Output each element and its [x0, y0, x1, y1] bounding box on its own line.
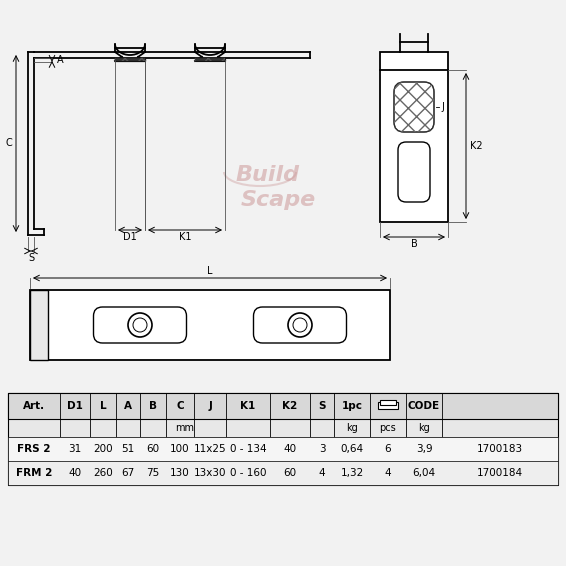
- Text: 4: 4: [385, 468, 391, 478]
- Text: 40: 40: [68, 468, 82, 478]
- Text: 130: 130: [170, 468, 190, 478]
- Bar: [115, 60, 145, 61]
- Text: K1: K1: [241, 401, 256, 411]
- Text: mm: mm: [175, 423, 195, 433]
- Circle shape: [133, 318, 147, 332]
- Bar: [195, 60, 225, 61]
- Text: L: L: [207, 266, 213, 276]
- Text: 260: 260: [93, 468, 113, 478]
- Text: 3,9: 3,9: [415, 444, 432, 454]
- Bar: [195, 59, 225, 60]
- Bar: [115, 58, 145, 59]
- Text: S: S: [28, 253, 34, 263]
- Text: S: S: [318, 401, 326, 411]
- Bar: [115, 59, 145, 60]
- Text: K2: K2: [282, 401, 298, 411]
- Text: L: L: [100, 401, 106, 411]
- Text: D1: D1: [123, 232, 137, 242]
- Text: J: J: [208, 401, 212, 411]
- FancyBboxPatch shape: [93, 307, 187, 343]
- Text: B: B: [410, 239, 417, 249]
- Text: 0 - 160: 0 - 160: [230, 468, 266, 478]
- Bar: [115, 59, 145, 60]
- Text: pcs: pcs: [380, 423, 396, 433]
- Bar: [30, 290, 390, 360]
- Text: 1pc: 1pc: [341, 401, 362, 411]
- Text: FRM 2: FRM 2: [16, 468, 52, 478]
- Text: 200: 200: [93, 444, 113, 454]
- Bar: [8, 437, 558, 461]
- Text: 6,04: 6,04: [413, 468, 436, 478]
- Text: 100: 100: [170, 444, 190, 454]
- Bar: [8, 393, 558, 419]
- Text: 13x30: 13x30: [194, 468, 226, 478]
- Text: 3: 3: [319, 444, 325, 454]
- Text: 0,64: 0,64: [340, 444, 363, 454]
- Circle shape: [288, 313, 312, 337]
- Text: 1,32: 1,32: [340, 468, 363, 478]
- FancyBboxPatch shape: [398, 142, 430, 202]
- Bar: [380, 400, 396, 405]
- Text: K2: K2: [470, 141, 482, 151]
- Text: Build: Build: [236, 165, 300, 185]
- Circle shape: [128, 313, 152, 337]
- Text: 60: 60: [284, 468, 297, 478]
- Bar: [378, 402, 398, 409]
- Bar: [30, 290, 48, 360]
- Text: kg: kg: [418, 423, 430, 433]
- Bar: [8, 393, 558, 485]
- Text: 51: 51: [121, 444, 135, 454]
- Text: J: J: [441, 102, 444, 112]
- Bar: [115, 60, 145, 61]
- Text: 0 - 134: 0 - 134: [230, 444, 267, 454]
- Text: A: A: [57, 55, 63, 65]
- Text: 75: 75: [147, 468, 160, 478]
- Bar: [115, 60, 145, 61]
- Text: 1700184: 1700184: [477, 468, 523, 478]
- Bar: [195, 58, 225, 59]
- Bar: [8, 461, 558, 485]
- Text: D1: D1: [67, 401, 83, 411]
- Bar: [380, 52, 448, 222]
- Text: C: C: [176, 401, 184, 411]
- Text: 31: 31: [68, 444, 82, 454]
- Text: kg: kg: [346, 423, 358, 433]
- Text: 1700183: 1700183: [477, 444, 523, 454]
- Bar: [115, 58, 145, 59]
- Text: B: B: [149, 401, 157, 411]
- Bar: [115, 59, 145, 60]
- Text: 11x25: 11x25: [194, 444, 226, 454]
- Text: 67: 67: [121, 468, 135, 478]
- Bar: [115, 58, 145, 59]
- Text: 6: 6: [385, 444, 391, 454]
- FancyBboxPatch shape: [254, 307, 346, 343]
- Bar: [195, 59, 225, 60]
- Text: 4: 4: [319, 468, 325, 478]
- Text: C: C: [6, 139, 12, 148]
- Text: 40: 40: [284, 444, 297, 454]
- Text: FRS 2: FRS 2: [17, 444, 51, 454]
- Text: Art.: Art.: [23, 401, 45, 411]
- Text: A: A: [124, 401, 132, 411]
- Bar: [195, 60, 225, 61]
- Text: K1: K1: [179, 232, 191, 242]
- Text: Scape: Scape: [241, 190, 316, 210]
- Bar: [195, 58, 225, 59]
- Text: CODE: CODE: [408, 401, 440, 411]
- FancyBboxPatch shape: [394, 82, 434, 132]
- Circle shape: [293, 318, 307, 332]
- Text: 60: 60: [147, 444, 160, 454]
